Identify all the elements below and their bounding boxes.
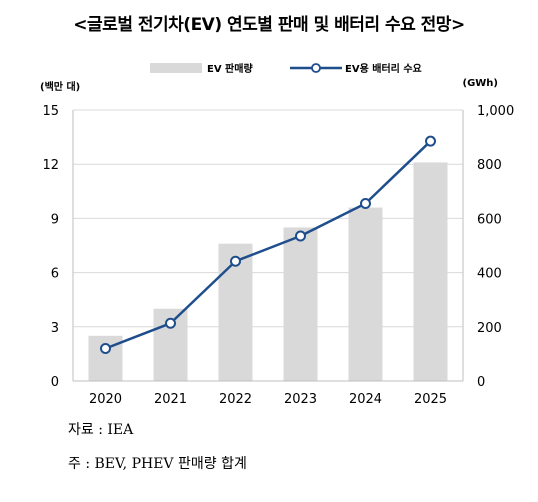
x-tick-label: 2023 bbox=[284, 392, 317, 407]
legend: EV 판매량 EV용 배터리 수요 bbox=[0, 60, 538, 76]
x-tick-label: 2021 bbox=[154, 392, 187, 407]
footnote: 주 : BEV, PHEV 판매량 합계 bbox=[68, 456, 247, 472]
battery-demand-point bbox=[100, 342, 111, 354]
legend-line-label: EV용 배터리 수요 bbox=[345, 64, 422, 75]
right-tick-label: 400 bbox=[477, 267, 502, 282]
right-tick-label: 800 bbox=[477, 158, 502, 173]
x-tick-label: 2022 bbox=[219, 392, 252, 407]
left-axis-unit: (백만 대) bbox=[40, 82, 81, 93]
x-tick-label: 2020 bbox=[89, 392, 122, 407]
left-tick-label: 15 bbox=[42, 104, 59, 119]
battery-demand-point bbox=[165, 317, 176, 329]
battery-demand-point bbox=[425, 135, 436, 147]
x-tick-label: 2025 bbox=[414, 392, 447, 407]
chart-title: <글로벌 전기차(EV) 연도별 판매 및 배터리 수요 전망> bbox=[73, 15, 465, 35]
x-tick-label: 2024 bbox=[349, 392, 382, 407]
ev-sales-bar bbox=[348, 207, 383, 381]
left-tick-label: 6 bbox=[51, 267, 59, 282]
ev-sales-bar bbox=[413, 162, 448, 381]
right-axis-unit: (GWh) bbox=[462, 78, 499, 89]
battery-demand-point bbox=[230, 255, 241, 267]
right-tick-label: 1,000 bbox=[477, 104, 514, 119]
legend-item-bar: EV 판매량 bbox=[150, 60, 253, 75]
left-tick-label: 3 bbox=[51, 321, 59, 336]
axes bbox=[72, 110, 464, 382]
axis-labels: 0 3 6 9 12 15 0 200 400 600 800 1,000 2020 2021 2022 20… bbox=[42, 104, 514, 407]
battery-demand-polyline bbox=[105, 140, 432, 350]
left-tick-label: 9 bbox=[51, 212, 59, 227]
chart-area: 0 3 6 9 12 15 0 200 400 600 800 1,000 2020 2021 2022 20… bbox=[42, 104, 514, 407]
ev-sales-bar bbox=[283, 227, 318, 381]
battery-demand-line bbox=[100, 135, 436, 354]
legend-bar-label: EV 판매량 bbox=[207, 64, 253, 75]
legend-item-line: EV용 배터리 수요 bbox=[290, 60, 422, 75]
legend-line-swatch bbox=[290, 62, 342, 73]
right-tick-label: 0 bbox=[477, 375, 485, 390]
legend-bar-swatch bbox=[150, 62, 202, 73]
gridlines bbox=[73, 109, 463, 328]
left-tick-label: 0 bbox=[51, 375, 59, 390]
battery-demand-point bbox=[360, 197, 371, 209]
source-note: 자료 : IEA bbox=[68, 422, 134, 438]
battery-demand-point bbox=[295, 230, 306, 242]
left-tick-label: 12 bbox=[42, 158, 59, 173]
right-tick-label: 600 bbox=[477, 212, 502, 227]
right-tick-label: 200 bbox=[477, 321, 502, 336]
bars bbox=[88, 162, 448, 381]
